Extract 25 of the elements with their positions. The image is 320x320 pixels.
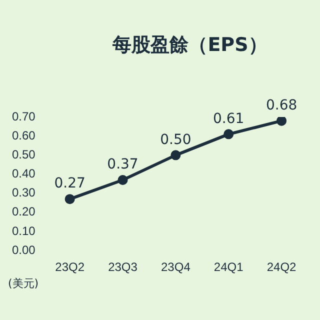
data-label: 0.61 (213, 110, 244, 127)
y-axis-title: (美元) (8, 276, 39, 291)
data-label: 0.27 (54, 176, 86, 192)
y-tick-label: 0.20 (12, 204, 36, 219)
point (276, 117, 287, 126)
y-tick-label: 0.10 (12, 224, 36, 238)
x-tick-label: 23Q2 (55, 260, 85, 274)
y-tick-label: 0.60 (12, 128, 36, 142)
y-tick-label: 0.30 (12, 186, 36, 200)
y-tick-label: 0.00 (12, 242, 36, 257)
chart-title: 每股盈餘（EPS） (112, 33, 268, 58)
point (170, 150, 181, 160)
data-label: 0.37 (107, 156, 138, 173)
point (224, 129, 234, 140)
y-tick-label: 0.40 (12, 166, 36, 181)
data-label: 0.50 (160, 132, 192, 148)
x-tick-label: 24Q1 (214, 260, 244, 274)
y-tick-label: 0.70 (12, 109, 36, 124)
x-tick-label: 24Q2 (266, 260, 297, 274)
x-tick-label: 23Q4 (161, 260, 191, 274)
point (118, 174, 128, 185)
x-tick-label: 23Q3 (108, 260, 138, 274)
y-tick-label: 0.50 (12, 147, 36, 162)
data-label: 0.68 (266, 97, 298, 114)
point (64, 194, 75, 204)
